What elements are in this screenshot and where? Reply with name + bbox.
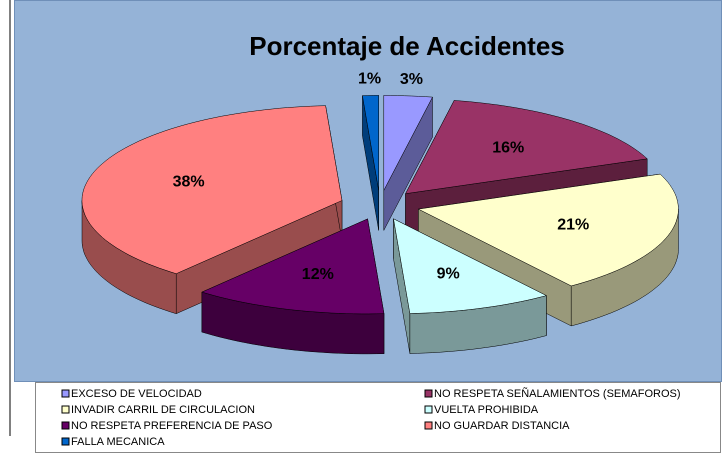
- legend-box: [35, 382, 721, 453]
- legend-swatch: [424, 405, 433, 414]
- legend: EXCESO DE VELOCIDAD NO RESPETA SEÑALAMIEN…: [61, 387, 681, 448]
- slice: [383, 95, 433, 191]
- data-label: 16%: [492, 140, 524, 157]
- legend-swatch: [424, 389, 433, 398]
- legend-label: FALLA MECANICA: [71, 436, 165, 448]
- pie: 3% 16% 21% 9% 12% 38% 1%: [81, 70, 679, 355]
- data-label: 12%: [302, 266, 334, 283]
- data-label: 3%: [400, 71, 423, 88]
- slice: [362, 95, 379, 191]
- data-label: 9%: [437, 265, 460, 282]
- slice: [81, 105, 343, 274]
- slice: [417, 173, 679, 287]
- data-label: 38%: [173, 174, 205, 191]
- legend-label: NO RESPETA SEÑALAMIENTOS (SEMAFOROS): [434, 387, 681, 400]
- legend-swatch: [424, 421, 433, 430]
- data-label: 21%: [557, 217, 589, 234]
- legend-swatch: [61, 389, 70, 398]
- legend-label: INVADIR CARRIL DE CIRCULACION: [71, 404, 255, 416]
- legend-swatch: [61, 437, 70, 446]
- slice: [393, 218, 548, 314]
- legend-swatch: [61, 405, 70, 414]
- slice: [405, 100, 648, 195]
- slice: [201, 218, 385, 315]
- chart-title: Porcentaje de Accidentes: [249, 31, 565, 61]
- legend-label: NO GUARDAR DISTANCIA: [434, 420, 570, 432]
- legend-swatch: [61, 421, 70, 430]
- legend-label: EXCESO DE VELOCIDAD: [71, 388, 202, 400]
- legend-label: NO RESPETA PREFERENCIA DE PASO: [71, 420, 273, 432]
- data-label: 1%: [358, 70, 381, 87]
- legend-label: VUELTA PROHIBIDA: [434, 404, 539, 416]
